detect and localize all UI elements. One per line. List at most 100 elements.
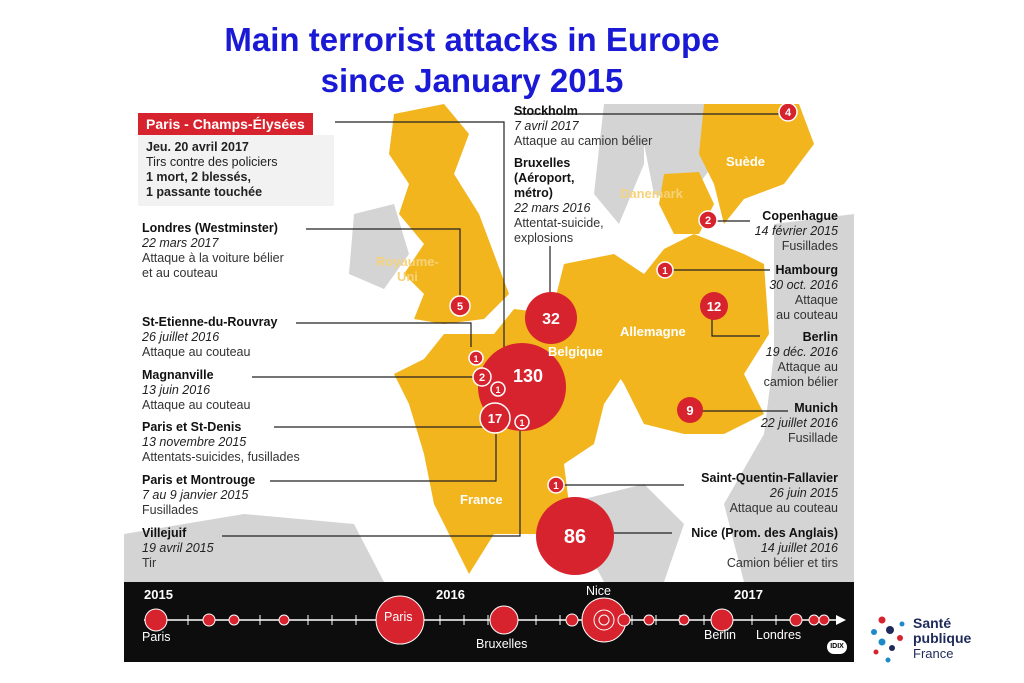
logo-line1: Santé [913,615,952,631]
marker-num-bruxelles: 32 [542,311,560,328]
featured-details: Jeu. 20 avril 2017 Tirs contre des polic… [138,135,334,206]
timeline-markers [144,595,830,645]
attack-description: Fusillade [787,431,838,445]
attack-label-villejuif: Villejuif 19 avril 2015 Tir [142,526,214,571]
marker-hambourg[interactable] [656,261,674,279]
line-champs [335,121,505,364]
marker-num-stockholm: 4 [785,107,792,119]
featured-toll-1: 1 mort, 2 blessés, [146,170,251,184]
tl-londres[interactable] [789,613,803,627]
marker-munich[interactable] [677,397,703,423]
tl-munich[interactable] [617,613,631,627]
marker-num-nice: 86 [564,526,586,548]
line-stetienne [296,322,472,347]
marker-stquentin[interactable] [547,476,565,494]
tl-stetienne[interactable] [643,614,655,626]
attack-description: Attaque au camion bélier [763,360,838,389]
attack-name: Stockholm [514,104,578,118]
marker-londres[interactable] [449,295,471,317]
attack-description: Fusillades [781,239,838,253]
logo-dots-icon [871,616,905,663]
attack-date: 26 juin 2015 [769,486,838,500]
marker-num-champs: 1 [495,385,500,395]
marker-numbers: 130 86 32 17 12 9 5 2 4 2 1 1 1 1 1 [457,107,792,548]
attack-label-magnanville: Magnanville 13 juin 2016 Attaque au cout… [142,368,250,413]
tl-paris-nov2015[interactable] [375,595,425,645]
tl-berlin[interactable] [710,608,734,632]
attack-label-paris-stdenis: Paris et St-Denis 13 novembre 2015 Atten… [142,420,300,465]
credit-logo: IDIX [827,640,847,654]
timeline-year-2016: 2016 [436,587,465,602]
tl-stockholm[interactable] [808,614,820,626]
land-spain [124,514,384,582]
tl-magnanville[interactable] [565,613,579,627]
marker-paris-montrouge[interactable] [479,402,511,434]
attack-description: Camion bélier et tirs [726,556,838,570]
country-label-france: France [460,492,503,507]
tl-hambourg[interactable] [678,614,690,626]
marker-stetienne[interactable] [468,350,484,366]
attack-label-stquentin: Saint-Quentin-Fallavier 26 juin 2015 Att… [701,471,838,516]
attack-description: Attaque au couteau [776,293,838,322]
attack-name: Nice (Prom. des Anglais) [691,526,838,540]
marker-num-paris-montrouge: 17 [488,411,502,426]
country-label-germany: Allemagne [620,324,686,339]
logo-text: Santé publique France [913,615,971,662]
page-title-line2: since January 2015 [320,62,624,99]
attack-label-berlin: Berlin 19 déc. 2016 Attaque au camion bé… [764,330,838,390]
attack-label-munich: Munich 22 juillet 2016 Fusillade [761,401,838,446]
attack-name: Munich [794,401,838,415]
attack-description: Attaque au couteau [729,501,838,515]
marker-num-villejuif: 1 [519,418,524,428]
timeline-label-berlin: Berlin [704,628,736,642]
marker-bruxelles[interactable] [525,292,577,344]
featured-attack-box: Paris - Champs-Élysées Jeu. 20 avril 201… [138,113,334,206]
tl-paris-jan2015[interactable] [144,608,168,632]
country-label-uk: Royaume- Uni [376,254,439,284]
marker-champs[interactable] [490,381,506,397]
connector-lines [222,113,788,537]
marker-num-hambourg: 1 [662,266,668,277]
attack-label-stockholm: Stockholm 7 avril 2017 Attaque au camion… [514,104,652,149]
attack-name: Paris et Montrouge [142,473,256,487]
tl-nice-ring-inner [598,614,610,626]
marker-copenhague[interactable] [698,210,718,230]
marker-num-berlin: 12 [707,299,721,314]
sante-publique-france-logo: Santé publique France [868,610,998,670]
attack-name: St-Etienne-du-Rouvray [142,315,278,329]
attack-name: Paris et St-Denis [142,420,242,434]
marker-berlin[interactable] [700,292,728,320]
marker-stockholm[interactable] [778,104,798,122]
timeline-label-paris-big: Paris [384,610,413,624]
timeline-label-nice: Nice [586,584,612,598]
tl-villejuif[interactable] [228,614,240,626]
attack-label-stetienne: St-Etienne-du-Rouvray 26 juillet 2016 At… [142,315,277,360]
timeline-arrow [836,615,846,625]
tl-stquentin[interactable] [278,614,290,626]
timeline-year-2015: 2015 [144,587,173,602]
line-paris-montrouge [270,434,497,482]
tl-copenhague[interactable] [202,613,216,627]
country-label-belgium: Belgique [548,344,603,359]
marker-num-stetienne: 1 [473,354,478,364]
featured-toll-2: 1 passante touchée [146,185,263,199]
land-uk [389,104,509,324]
land-sweden-south [594,104,644,224]
marker-villejuif[interactable] [514,414,530,430]
europe-map: 130 86 32 17 12 9 5 2 4 2 1 1 1 1 1 Roya… [124,104,854,582]
country-label-denmark: Danemark [620,186,683,201]
attack-description: Attentats-suicides, fusillades [142,450,300,464]
attack-date: 14 février 2015 [754,224,838,238]
tl-champs[interactable] [818,614,830,626]
tl-bruxelles[interactable] [489,605,519,635]
marker-magnanville[interactable] [472,367,492,387]
marker-num-munich: 9 [686,403,693,418]
attack-name: Magnanville [142,368,214,382]
attack-description: Tir [142,556,157,570]
attack-label-copenhague: Copenhague 14 février 2015 Fusillades [755,209,838,254]
marker-nice[interactable] [536,497,614,575]
attack-name: Hambourg [775,263,839,277]
land-france [394,299,644,574]
attack-date: 22 mars 2016 [514,201,591,215]
attack-description: Fusillades [142,503,199,517]
